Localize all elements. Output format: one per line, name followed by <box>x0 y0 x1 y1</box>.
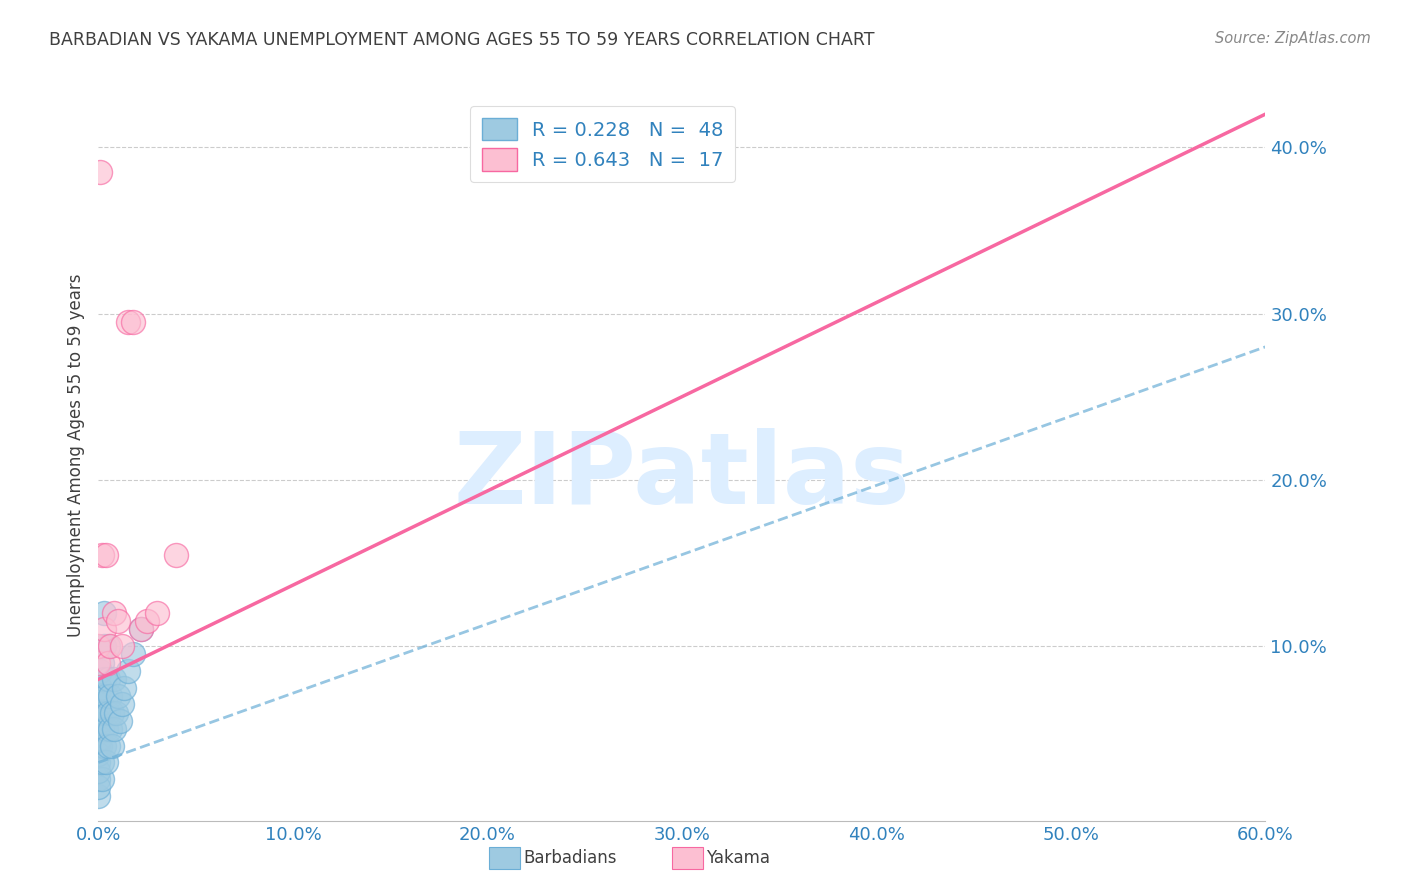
Point <box>117 315 139 329</box>
Point <box>96 756 118 770</box>
Point <box>89 165 111 179</box>
Point <box>93 706 115 720</box>
Point <box>98 723 121 737</box>
Point <box>87 772 110 786</box>
Point <box>89 731 111 745</box>
Point <box>107 689 129 703</box>
Point <box>107 614 129 628</box>
Point <box>93 606 115 620</box>
Point <box>91 548 114 562</box>
Point <box>93 639 115 653</box>
Text: BARBADIAN VS YAKAMA UNEMPLOYMENT AMONG AGES 55 TO 59 YEARS CORRELATION CHART: BARBADIAN VS YAKAMA UNEMPLOYMENT AMONG A… <box>49 31 875 49</box>
Point <box>103 673 125 687</box>
Point <box>103 723 125 737</box>
Point <box>117 664 139 678</box>
Legend: R = 0.228   N =  48, R = 0.643   N =  17: R = 0.228 N = 48, R = 0.643 N = 17 <box>470 106 735 182</box>
Point <box>93 673 115 687</box>
Point <box>87 656 110 670</box>
Point <box>165 548 187 562</box>
Point <box>91 723 114 737</box>
Point <box>97 706 120 720</box>
Point <box>104 706 127 720</box>
Point <box>89 714 111 728</box>
Point <box>97 673 120 687</box>
Point <box>136 614 159 628</box>
Point <box>93 623 115 637</box>
Point <box>97 656 120 670</box>
Point <box>146 606 169 620</box>
Point <box>89 664 111 678</box>
Point <box>129 623 152 637</box>
Point <box>91 656 114 670</box>
Point <box>89 681 111 695</box>
Point <box>96 548 118 562</box>
Text: Source: ZipAtlas.com: Source: ZipAtlas.com <box>1215 31 1371 46</box>
Point <box>87 739 110 753</box>
Point <box>122 648 145 662</box>
Point <box>98 689 121 703</box>
Point <box>91 689 114 703</box>
Point <box>103 606 125 620</box>
Point <box>91 772 114 786</box>
Point <box>89 739 111 753</box>
Point <box>111 698 134 712</box>
Point <box>96 723 118 737</box>
Point <box>97 739 120 753</box>
Point <box>87 723 110 737</box>
Text: ZIPatlas: ZIPatlas <box>454 428 910 525</box>
Point <box>87 780 110 795</box>
Point <box>101 739 124 753</box>
Point <box>111 639 134 653</box>
Point <box>89 706 111 720</box>
Point <box>87 689 110 703</box>
Point <box>87 639 110 653</box>
Point <box>89 698 111 712</box>
Point <box>87 789 110 803</box>
Text: Barbadians: Barbadians <box>523 849 617 867</box>
Text: Yakama: Yakama <box>706 849 770 867</box>
Point <box>112 681 135 695</box>
Point <box>87 706 110 720</box>
Point <box>87 756 110 770</box>
Point <box>87 764 110 778</box>
Point <box>98 639 121 653</box>
Point <box>96 689 118 703</box>
Point <box>129 623 152 637</box>
Point <box>87 747 110 761</box>
Point <box>108 714 131 728</box>
Point <box>101 706 124 720</box>
Point <box>97 639 120 653</box>
Point <box>122 315 145 329</box>
Point <box>91 756 114 770</box>
Point <box>93 739 115 753</box>
Y-axis label: Unemployment Among Ages 55 to 59 years: Unemployment Among Ages 55 to 59 years <box>66 273 84 637</box>
